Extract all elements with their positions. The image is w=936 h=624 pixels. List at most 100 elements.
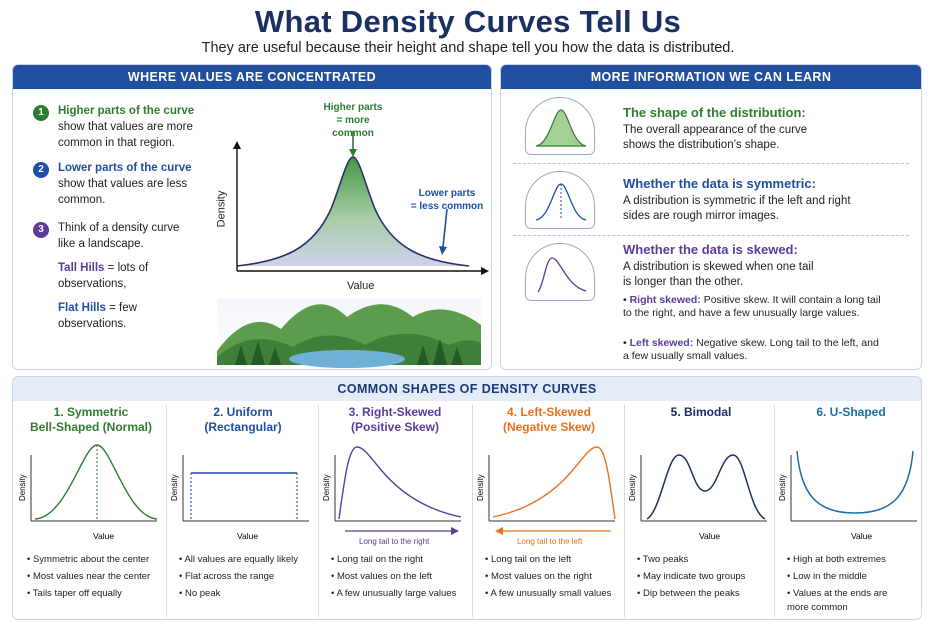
density-concept-graph [217,131,489,368]
right-tail-label: Long tail to the right [359,537,430,546]
shape-card-bimodal: 5. Bimodal Density Value Two peaks May i… [627,403,775,619]
u-shaped-curve [796,450,914,514]
lower-parts-callout: Lower parts = less common [407,187,487,213]
bell-curve-fill [237,157,469,266]
symmetric-xlabel: Value [93,531,114,541]
right-skewed-curve [338,446,462,520]
point-2-bold: Lower parts of the curve [58,162,192,174]
right-skewed-title: 3. Right-Skewed (Positive Skew) [321,405,469,435]
column-divider [166,405,167,617]
lower-arrow-line [442,208,448,248]
landscape-lake [289,350,405,368]
u-shaped-title: 6. U-Shaped [777,405,921,420]
right-skewed-text: Positive skew. It will contain a long ta… [623,294,881,319]
u-shaped-chart: Density Value [778,450,917,541]
point-2-text: show that values are less common. [58,178,188,206]
page-title: What Density Curves Tell Us [254,4,682,39]
item-divider [513,235,909,236]
list-item: Dip between the peaks [637,585,775,602]
point-2: Lower parts of the curve show that value… [58,160,208,208]
page-subtitle: They are useful because their height and… [201,40,735,56]
common-shapes-panel: COMMON SHAPES OF DENSITY CURVES 1. Symme… [12,376,922,620]
left-skewed-bold: Left skewed: [629,337,694,349]
landscape-trees [235,339,463,365]
left-skewed-title-line-1: 4. Left-Skewed [506,405,592,419]
bimodal-xlabel: Value [699,531,720,541]
right-skewed-bold: Right skewed: [629,294,701,306]
lower-arrow-icon [439,246,447,255]
list-item: Flat across the range [179,568,317,585]
list-item: Tails taper off equally [27,585,165,602]
bimodal-curve [646,454,766,520]
u-shaped-xlabel: Value [851,531,872,541]
symmetric-item-text: A distribution is symmetric if the left … [623,195,851,222]
tall-hills-bold: Tall Hills [58,262,105,274]
x-axis-arrow-icon [481,267,489,275]
bimodal-title: 5. Bimodal [627,405,775,420]
right-skewed-ylabel: Density [322,474,331,501]
flat-hills-bold: Flat Hills [58,302,106,314]
step-2-badge: 2 [33,162,49,178]
left-skewed-curve [492,446,616,520]
right-skewed-bullet: • Right skewed: Positive skew. It will c… [623,294,881,319]
symmetric-bullets: Symmetric about the center Most values n… [27,551,165,602]
column-divider [472,405,473,617]
symmetric-title-line-1: 1. Symmetric [53,405,129,419]
shape-card-left-skewed: 4. Left-Skewed (Negative Skew) Density L… [475,403,623,619]
column-divider [318,405,319,617]
list-item: Two peaks [637,551,775,568]
symmetric-curve [34,444,158,520]
bimodal-ylabel: Density [628,474,637,501]
symmetric-thumbnail [525,171,595,229]
landscape-hills-front [217,333,481,365]
point-3-text: Think of a density curve like a landscap… [58,222,180,250]
bimodal-title-line-1: 5. Bimodal [670,405,732,419]
tall-hills-text: = lots of observations, [58,262,149,290]
shape-card-symmetric: 1. Symmetric Bell-Shaped (Normal) Densit… [17,403,165,619]
higher-parts-line-2: = more common [332,115,374,139]
list-item: Most values on the left [331,568,469,585]
concept-xlabel: Value [347,280,375,292]
list-item: High at both extremes [787,553,921,567]
skewed-item-title: Whether the data is skewed: [623,242,798,257]
shape-item-title: The shape of the distribution: [623,105,806,120]
uniform-xlabel: Value [237,531,258,541]
uniform-title: 2. Uniform (Rectangular) [169,405,317,435]
symmetric-ylabel: Density [18,474,27,501]
higher-parts-callout: Higher parts = more common [319,101,387,140]
list-item: Values at the ends are more common [787,587,899,615]
concentration-panel: WHERE VALUES ARE CONCENTRATED 1 Higher p… [12,64,492,370]
skewed-thumbnail [525,243,595,301]
left-tail-label: Long tail to the left [517,537,583,546]
list-item: Most values on the right [485,568,623,585]
list-item: May indicate two groups [637,568,775,585]
uniform-chart: Density Value [170,455,309,541]
list-item: All values are equally likely [179,551,317,568]
symmetric-title: 1. Symmetric Bell-Shaped (Normal) [17,405,165,435]
column-divider [624,405,625,617]
more-info-panel: MORE INFORMATION WE CAN LEARN The shape … [500,64,922,370]
list-item: A few unusually small values [485,585,623,602]
left-skewed-chart: Density Long tail to the left [476,446,616,546]
left-skewed-bullet: • Left skewed: Negative skew. Long tail … [623,337,879,362]
higher-arrow-icon [349,149,357,157]
left-skewed-text: Negative skew. Long tail to the left, an… [623,337,879,362]
concept-ylabel: Density [215,190,228,228]
left-skewed-title: 4. Left-Skewed (Negative Skew) [475,405,623,435]
uniform-bullets: All values are equally likely Flat acros… [179,551,317,602]
uniform-title-line-2: (Rectangular) [204,420,282,434]
list-item: Most values near the center [27,568,165,585]
more-info-panel-heading: MORE INFORMATION WE CAN LEARN [501,65,921,89]
bimodal-chart: Density Value [628,454,767,541]
right-skewed-title-line-1: 3. Right-Skewed [348,405,442,419]
right-skewed-bullets: Long tail on the right Most values on th… [331,551,469,602]
skewed-item-text: A distribution is skewed when one tail i… [623,261,814,288]
right-skewed-title-line-2: (Positive Skew) [350,420,440,434]
bimodal-bullets: Two peaks May indicate two groups Dip be… [637,551,775,602]
item-divider [513,163,909,164]
higher-parts-line-1: Higher parts [323,102,383,113]
shape-item-text: The overall appearance of the curve show… [623,124,808,151]
common-shapes-heading: COMMON SHAPES OF DENSITY CURVES [13,377,921,401]
y-axis-arrow-icon [233,141,241,149]
u-shaped-ylabel: Density [778,474,787,501]
